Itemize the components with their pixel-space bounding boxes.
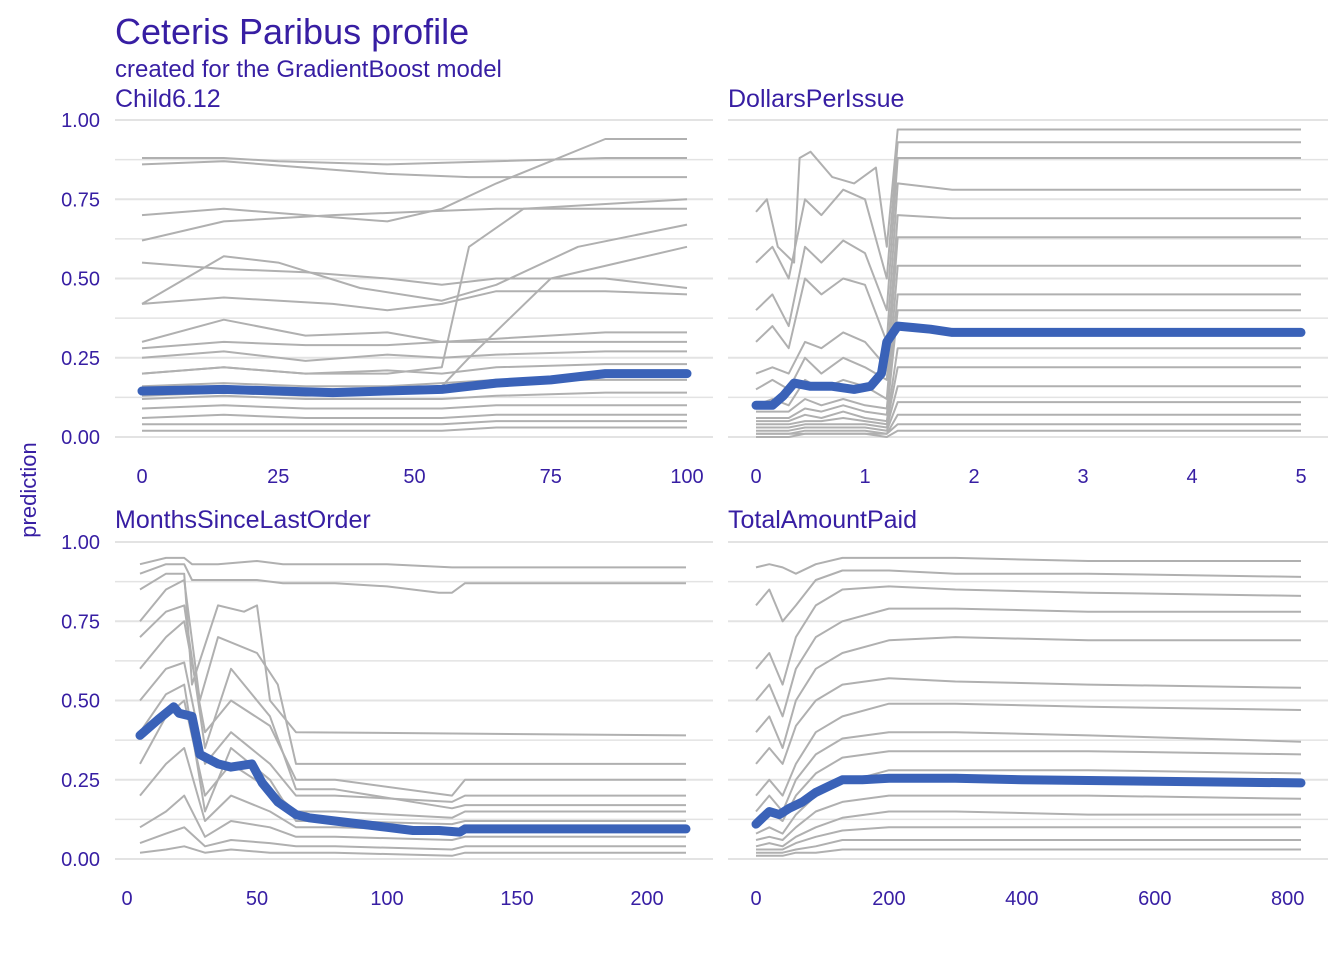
background-profile-line bbox=[139, 556, 686, 569]
y-tick-label: 0.50 bbox=[61, 691, 100, 713]
x-tick-label: 100 bbox=[670, 466, 703, 488]
background-profile-line bbox=[756, 848, 1301, 857]
background-profile-line bbox=[755, 585, 1302, 686]
background-profile-line bbox=[141, 350, 687, 362]
background-profile-line bbox=[756, 839, 1301, 854]
background-profile-line bbox=[755, 264, 1301, 407]
background-profile-line bbox=[755, 236, 1301, 391]
background-profile-line bbox=[141, 138, 687, 223]
background-profile-line bbox=[139, 604, 686, 810]
background-profile-line bbox=[142, 426, 687, 432]
background-profile-line bbox=[139, 661, 686, 803]
background-profile-line bbox=[139, 572, 687, 737]
background-profile-line bbox=[755, 556, 1301, 575]
x-tick-label: 5 bbox=[1295, 466, 1306, 488]
x-tick-label: 150 bbox=[500, 888, 533, 910]
background-profile-line bbox=[139, 620, 686, 797]
background-profile-line bbox=[142, 420, 687, 426]
y-tick-label: 0.00 bbox=[61, 849, 100, 871]
background-profile-line bbox=[756, 347, 1301, 423]
background-profile-line bbox=[755, 214, 1301, 375]
background-profile-line bbox=[139, 563, 686, 594]
background-profile-line bbox=[756, 309, 1301, 419]
y-tick-label: 0.25 bbox=[61, 348, 100, 370]
background-profile-line bbox=[141, 223, 688, 305]
background-profile-line bbox=[755, 731, 1302, 813]
background-profile-line bbox=[755, 157, 1301, 328]
background-profile-line bbox=[756, 366, 1301, 426]
x-tick-label: 200 bbox=[630, 888, 663, 910]
y-axis-label: prediction bbox=[16, 442, 41, 537]
background-profile-line bbox=[139, 579, 686, 765]
y-tick-label: 0.75 bbox=[61, 611, 100, 633]
x-tick-label: 0 bbox=[750, 466, 761, 488]
background-profile-line bbox=[141, 198, 688, 375]
background-profile-line bbox=[141, 160, 687, 179]
background-profile-line bbox=[141, 413, 687, 419]
x-tick-label: 0 bbox=[136, 466, 147, 488]
y-tick-label: 0.25 bbox=[61, 770, 100, 792]
x-tick-label: 0 bbox=[750, 888, 761, 910]
background-profile-line bbox=[755, 128, 1301, 264]
background-profile-line bbox=[755, 182, 1301, 350]
chart-title: Ceteris Paribus profile bbox=[115, 11, 470, 52]
main-profile-line bbox=[137, 369, 692, 398]
background-profile-line bbox=[755, 794, 1302, 841]
x-tick-label: 50 bbox=[246, 888, 268, 910]
background-profile-line bbox=[755, 702, 1302, 797]
x-tick-label: 2 bbox=[968, 466, 979, 488]
background-profile-line bbox=[756, 826, 1301, 851]
background-profile-line bbox=[756, 429, 1301, 438]
background-profile-line bbox=[139, 683, 686, 826]
y-tick-label: 1.00 bbox=[61, 110, 100, 132]
background-profile-line bbox=[141, 404, 687, 410]
main-profile-line bbox=[751, 773, 1306, 829]
y-tick-label: 0.50 bbox=[61, 269, 100, 291]
background-profile-line bbox=[756, 293, 1301, 413]
panel-title: MonthsSinceLastOrder bbox=[115, 506, 371, 534]
background-profile-line bbox=[756, 401, 1301, 432]
x-tick-label: 3 bbox=[1077, 466, 1088, 488]
y-tick-label: 0.75 bbox=[61, 189, 100, 211]
background-profile-line bbox=[141, 318, 687, 343]
background-profile-line bbox=[141, 261, 688, 289]
x-tick-label: 1 bbox=[859, 466, 870, 488]
background-profile-line bbox=[756, 423, 1301, 435]
background-profile-line bbox=[139, 794, 686, 841]
main-profile-line bbox=[135, 702, 691, 837]
background-profile-line bbox=[139, 826, 686, 851]
background-profile-line bbox=[755, 810, 1301, 848]
x-tick-label: 4 bbox=[1186, 466, 1197, 488]
x-tick-label: 200 bbox=[872, 888, 905, 910]
background-profile-line bbox=[755, 607, 1301, 718]
background-profile-line bbox=[141, 391, 687, 400]
x-tick-label: 0 bbox=[121, 888, 132, 910]
background-profile-line bbox=[756, 385, 1301, 429]
x-tick-label: 50 bbox=[403, 466, 425, 488]
background-profile-line bbox=[139, 845, 686, 857]
y-tick-label: 1.00 bbox=[61, 532, 100, 554]
chart-subtitle: created for the GradientBoost model bbox=[115, 56, 502, 83]
background-profile-line bbox=[755, 636, 1301, 749]
panel-title: TotalAmountPaid bbox=[728, 506, 917, 534]
y-tick-label: 0.00 bbox=[61, 427, 100, 449]
background-profile-line bbox=[141, 340, 687, 350]
x-tick-label: 75 bbox=[540, 466, 562, 488]
background-profile-line bbox=[755, 141, 1301, 280]
panel-title: Child6.12 bbox=[115, 85, 221, 113]
x-tick-label: 25 bbox=[267, 466, 289, 488]
x-tick-label: 800 bbox=[1271, 888, 1304, 910]
background-profile-line bbox=[141, 207, 687, 242]
background-profile-line bbox=[755, 677, 1302, 765]
x-tick-label: 100 bbox=[370, 888, 403, 910]
main-profile-line bbox=[751, 321, 1306, 410]
x-tick-label: 400 bbox=[1005, 888, 1038, 910]
panel-title: DollarsPerIssue bbox=[728, 85, 904, 113]
background-profile-line bbox=[142, 157, 687, 166]
background-profile-line bbox=[141, 290, 688, 312]
x-tick-label: 600 bbox=[1138, 888, 1171, 910]
background-profile-line bbox=[755, 569, 1302, 623]
